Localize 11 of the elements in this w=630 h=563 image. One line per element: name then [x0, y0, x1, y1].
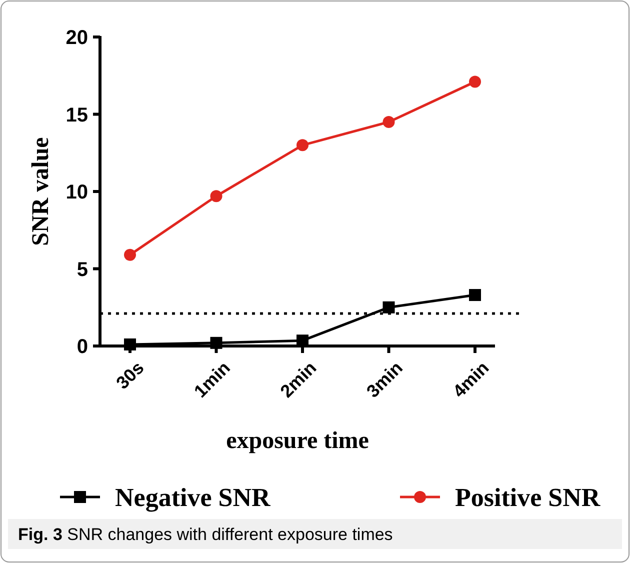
- x-axis-title: exposure time: [226, 428, 370, 454]
- y-axis-title: SNR value: [28, 136, 54, 246]
- y-tick-label: 10: [66, 182, 88, 204]
- x-tick-label: 30s: [112, 358, 148, 393]
- y-tick-label: 5: [76, 258, 88, 281]
- legend-label: Negative SNR: [115, 483, 270, 512]
- legend-label: Positive SNR: [455, 483, 600, 512]
- caption: Fig. 3 SNR changes with different exposure times: [18, 524, 393, 544]
- y-tick-label: 15: [66, 104, 88, 126]
- y-tick-label: 0: [76, 336, 88, 358]
- y-tick-label: 20: [66, 27, 88, 49]
